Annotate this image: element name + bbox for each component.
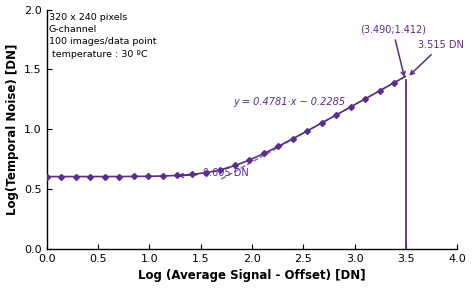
Y-axis label: Log(Temporal Noise) [DN]: Log(Temporal Noise) [DN]: [6, 43, 18, 215]
Text: 3.515 DN: 3.515 DN: [410, 40, 465, 75]
X-axis label: Log (Average Signal - Offset) [DN]: Log (Average Signal - Offset) [DN]: [138, 270, 366, 283]
Text: (3.490;1.412): (3.490;1.412): [360, 24, 426, 76]
Text: 0.605 DN: 0.605 DN: [179, 168, 248, 178]
Text: y = 0.4781·x − 0.2285: y = 0.4781·x − 0.2285: [234, 97, 346, 107]
Text: 320 x 240 pixels
G-channel
100 images/data point
 temperature : 30 ºC: 320 x 240 pixels G-channel 100 images/da…: [49, 13, 156, 58]
